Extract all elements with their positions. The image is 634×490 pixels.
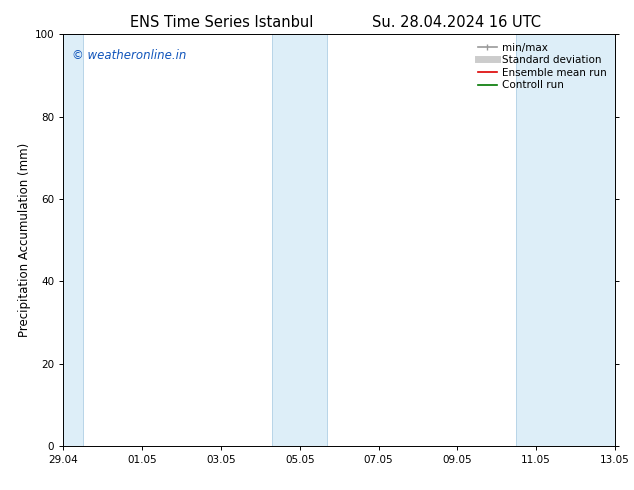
Y-axis label: Precipitation Accumulation (mm): Precipitation Accumulation (mm) <box>18 143 30 337</box>
Text: ENS Time Series Istanbul: ENS Time Series Istanbul <box>130 15 314 30</box>
Legend: min/max, Standard deviation, Ensemble mean run, Controll run: min/max, Standard deviation, Ensemble me… <box>475 40 610 94</box>
Bar <box>63 34 83 446</box>
Text: Su. 28.04.2024 16 UTC: Su. 28.04.2024 16 UTC <box>372 15 541 30</box>
Text: © weatheronline.in: © weatheronline.in <box>72 49 186 62</box>
Bar <box>272 34 327 446</box>
Bar <box>517 34 615 446</box>
